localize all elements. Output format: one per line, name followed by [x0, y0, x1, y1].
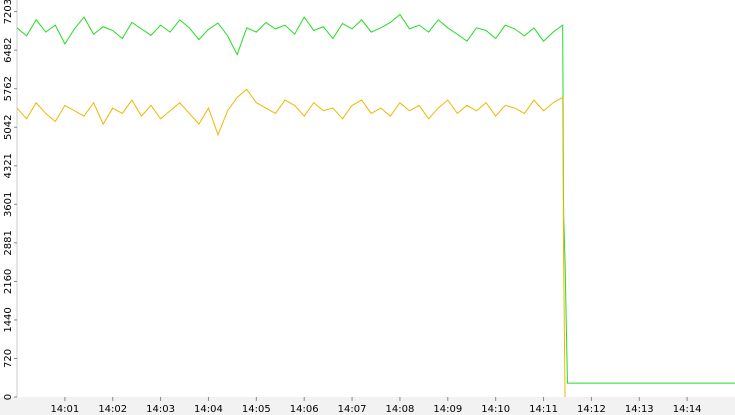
y-tick-label: 5042 — [3, 115, 14, 140]
x-tick-label: 14:07 — [338, 404, 367, 415]
x-tick-label: 14:12 — [577, 404, 606, 415]
x-tick-label: 14:11 — [529, 404, 558, 415]
y-tick-label: 3601 — [3, 192, 14, 217]
series-line — [16, 13, 735, 384]
x-tick-label: 14:03 — [146, 404, 175, 415]
x-tick-label: 14:02 — [98, 404, 127, 415]
x-tick-label: 14:14 — [673, 404, 702, 415]
y-tick-label: 2881 — [3, 230, 14, 255]
x-tick-label: 14:09 — [433, 404, 462, 415]
y-tick-label: 4321 — [3, 153, 14, 178]
y-tick-label: 720 — [3, 349, 14, 368]
y-tick-label: 5762 — [3, 76, 14, 101]
x-tick-label: 14:08 — [386, 404, 415, 415]
y-tick-label: 6482 — [3, 37, 14, 62]
x-tick-label: 14:01 — [50, 404, 79, 415]
series-line — [16, 88, 566, 398]
y-tick-label: 0 — [3, 394, 14, 400]
y-tick-label: 2160 — [3, 269, 14, 294]
y-tick-label: 1440 — [3, 307, 14, 332]
x-tick-label: 14:05 — [242, 404, 271, 415]
y-tick-label: 7203 — [3, 0, 14, 24]
x-tick-label: 14:10 — [481, 404, 510, 415]
x-tick-label: 14:04 — [194, 404, 223, 415]
x-tick-label: 14:13 — [625, 404, 654, 415]
x-axis-band — [0, 397, 735, 415]
x-tick-label: 14:06 — [290, 404, 319, 415]
